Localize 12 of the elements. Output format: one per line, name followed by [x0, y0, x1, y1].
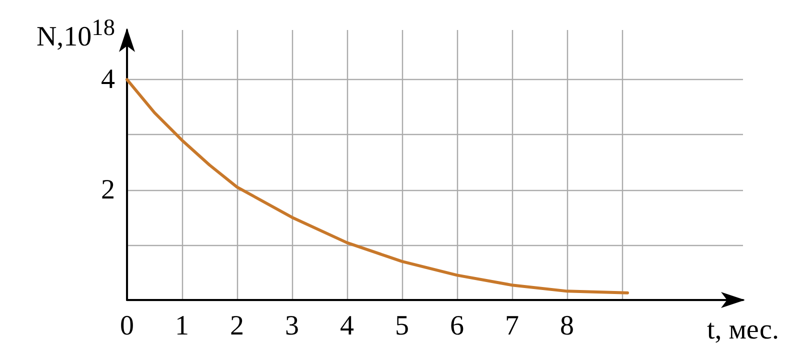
- x-tick-label: 5: [395, 310, 409, 342]
- x-tick-label: 8: [560, 310, 574, 342]
- x-tick-label: 1: [175, 310, 189, 342]
- x-tick-label: 6: [450, 310, 464, 342]
- x-axis-title: t, мес.: [706, 314, 779, 346]
- x-tick-label: 4: [340, 310, 354, 342]
- x-tick-label: 2: [230, 310, 244, 342]
- y-axis-title: N,10$^{18}$: [36, 14, 115, 54]
- x-tick-label: 7: [505, 310, 519, 342]
- line-series: [126, 78, 629, 294]
- x-tick-label: 3: [285, 310, 299, 342]
- x-tick-label: 0: [120, 310, 134, 342]
